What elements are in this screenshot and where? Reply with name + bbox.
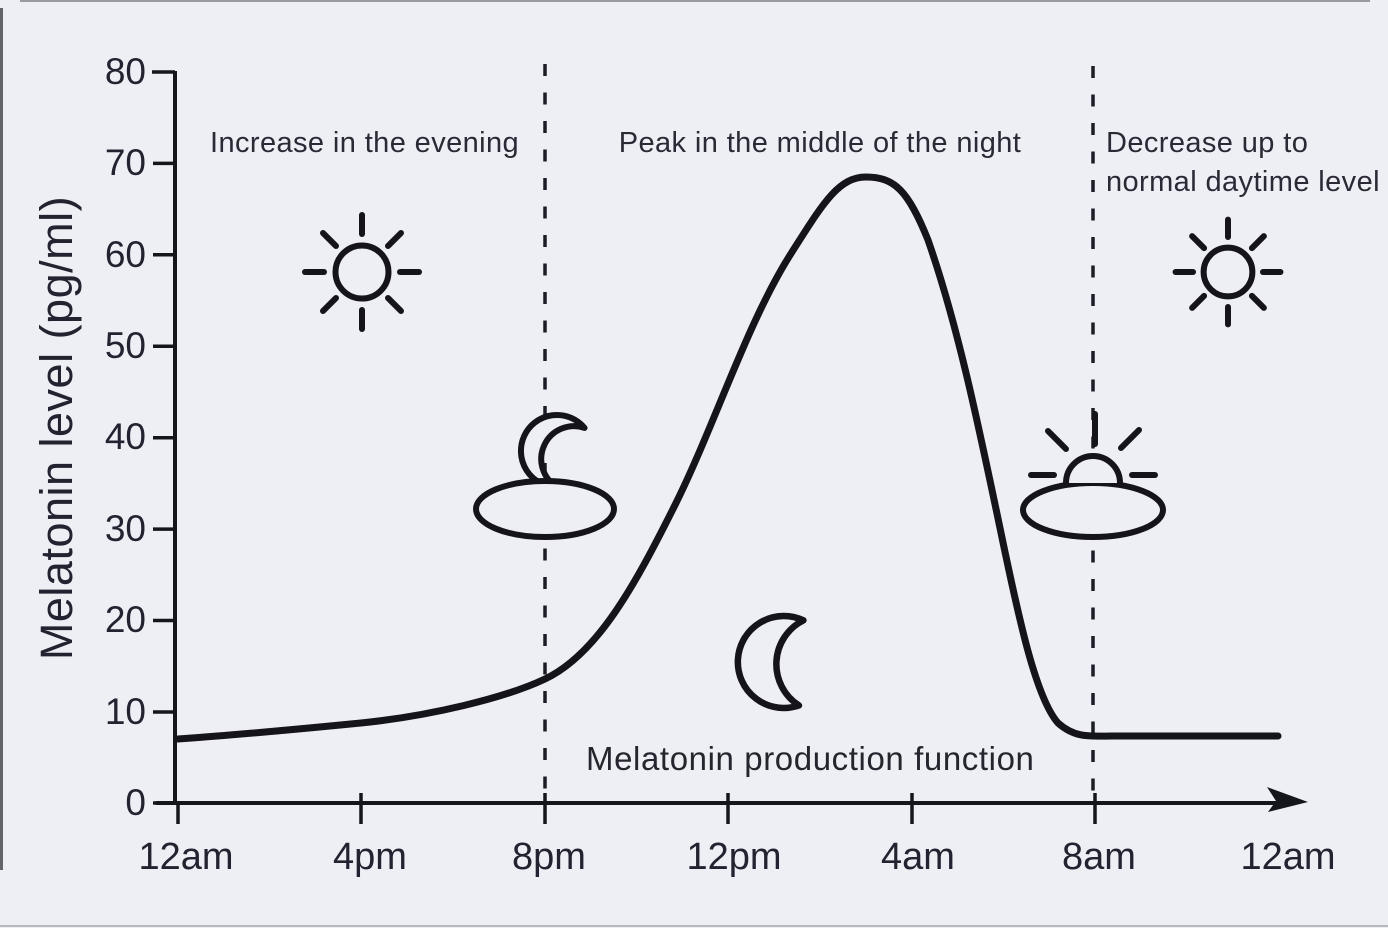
x-tick-label-4pm: 4pm [333, 836, 407, 878]
sun-icon [302, 212, 422, 332]
y-tick-label-50: 50 [104, 325, 146, 366]
y-tick-label-30: 30 [104, 508, 146, 549]
y-tick-label-10: 10 [104, 691, 146, 732]
crescent-moon-icon [517, 412, 588, 490]
annotation-decrease-line1: Decrease up to [1106, 127, 1309, 159]
curve-label: Melatonin production function [586, 740, 1035, 777]
y-tick-label-0: 0 [125, 782, 146, 823]
annotation-increase-evening: Increase in the evening [210, 127, 520, 159]
y-tick-label-20: 20 [104, 599, 146, 640]
sun-rising-over-horizon-icon [1020, 411, 1166, 540]
y-ticks [152, 70, 175, 805]
y-tick-label-60: 60 [104, 234, 146, 275]
horizon-hill-icon [473, 478, 617, 540]
x-ticks [176, 793, 1097, 824]
x-tick-label-12pm: 12pm [686, 836, 782, 878]
sunrise-rays [1028, 411, 1158, 478]
x-tick-label-4am: 4am [881, 836, 955, 878]
y-tick-label-40: 40 [104, 416, 146, 457]
sun-icon [1172, 216, 1284, 328]
annotation-decrease-line2: normal daytime level [1106, 166, 1380, 198]
horizon-hill-icon [1020, 480, 1166, 540]
x-tick-label-12am: 12am [138, 836, 234, 878]
x-tick-label-8pm: 8pm [512, 836, 586, 878]
y-tick-label-80: 80 [104, 51, 146, 92]
crescent-moon-icon [734, 612, 807, 712]
x-axis-arrowhead [1267, 787, 1308, 812]
moon-rising-over-horizon-icon [473, 412, 617, 540]
scan-artifact-bottom-edge [0, 925, 1388, 927]
y-tick-label-70: 70 [104, 142, 146, 183]
x-tick-label-8am: 8am [1062, 836, 1136, 878]
x-tick-label-12am-end: 12am [1240, 836, 1336, 878]
scan-artifact-left-edge [0, 8, 3, 870]
annotation-peak-night: Peak in the middle of the night [618, 127, 1022, 159]
scan-artifact-top-edge [20, 0, 1370, 2]
melatonin-curve [174, 173, 1282, 743]
rising-sun-dome-icon [1063, 453, 1123, 486]
